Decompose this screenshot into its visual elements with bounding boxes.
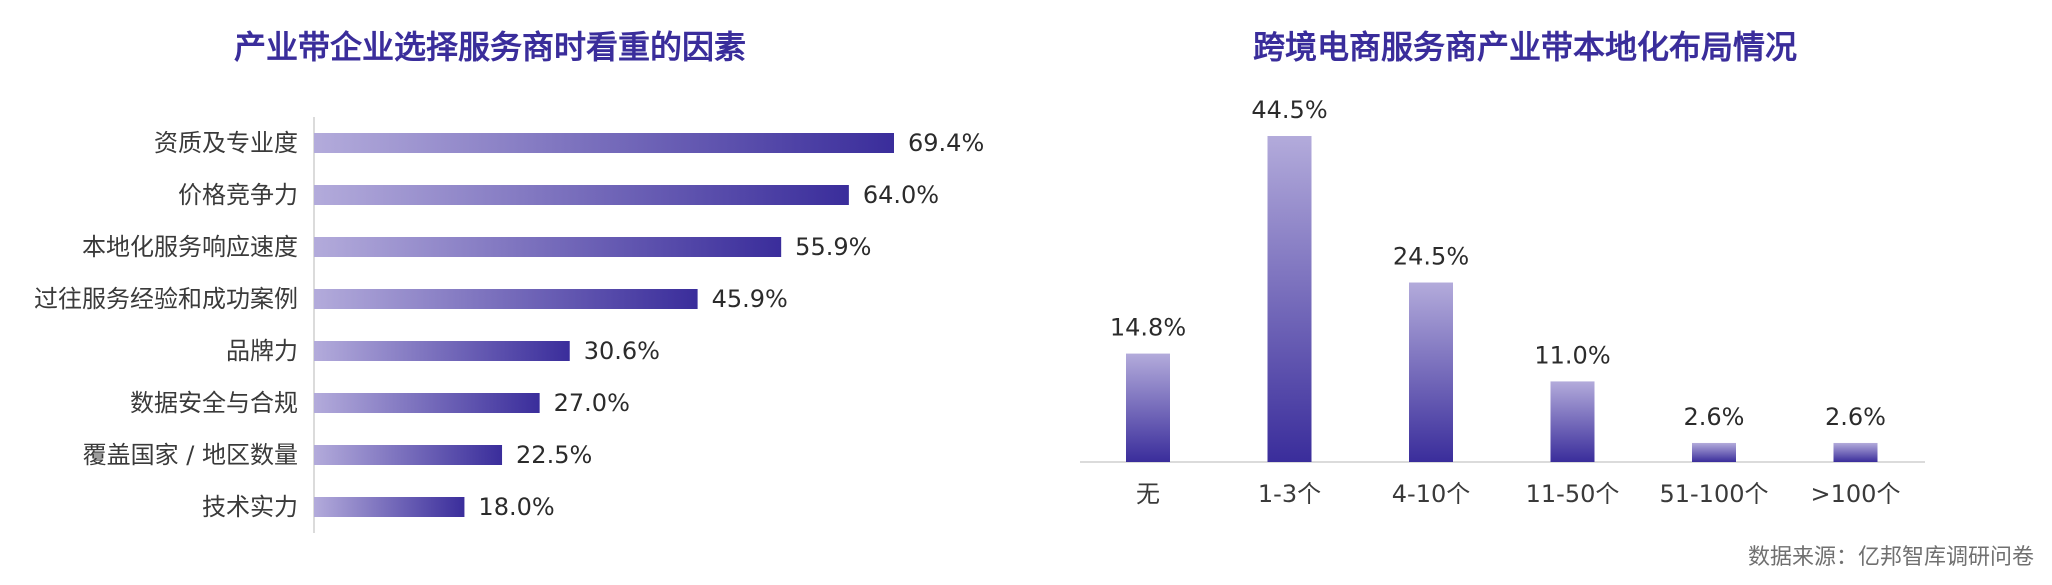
factor-bar xyxy=(314,237,782,257)
factor-label: 资质及专业度 xyxy=(154,129,298,157)
factor-value-label: 64.0% xyxy=(863,181,939,209)
localization-bar xyxy=(1550,381,1595,462)
factor-bar xyxy=(314,445,503,465)
factor-label: 本地化服务响应速度 xyxy=(82,233,298,261)
localization-category-label: 无 xyxy=(1136,480,1160,508)
left-chart-title: 产业带企业选择服务商时看重的因素 xyxy=(233,28,746,66)
factor-value-label: 18.0% xyxy=(478,493,554,521)
localization-category-label: 11-50个 xyxy=(1526,480,1620,508)
source-note: 数据来源：亿邦智库调研问卷 xyxy=(1747,545,2034,570)
factor-value-label: 27.0% xyxy=(554,389,630,417)
localization-bar xyxy=(1409,282,1453,462)
factor-value-label: 30.6% xyxy=(584,337,660,365)
localization-value-label: 24.5% xyxy=(1393,243,1469,271)
localization-bar-chart: 14.8% 无 44.5% 1-3个 24.5% 4-10个 11.0% 11-50个 2.6%… xyxy=(1080,96,1925,508)
factor-bar xyxy=(314,341,570,361)
localization-category-label: 1-3个 xyxy=(1258,480,1321,508)
factor-bar xyxy=(314,133,894,153)
factors-bar-chart: 资质及专业度 69.4% 价格竞争力 64.0% 本地化服务响应速度 55.9% 过往服务经… xyxy=(34,117,984,533)
right-chart-title: 跨境电商服务商产业带本地化布局情况 xyxy=(1252,28,1797,66)
localization-bar xyxy=(1692,442,1736,462)
factor-value-label: 69.4% xyxy=(908,129,984,157)
localization-category-label: >100个 xyxy=(1811,480,1901,508)
factor-bar xyxy=(314,393,540,413)
localization-value-label: 2.6% xyxy=(1825,403,1886,431)
localization-category-label: 51-100个 xyxy=(1659,480,1768,508)
localization-bar xyxy=(1267,136,1312,462)
factor-label: 覆盖国家 / 地区数量 xyxy=(83,441,298,469)
factor-label: 过往服务经验和成功案例 xyxy=(34,285,298,313)
factor-value-label: 45.9% xyxy=(712,285,788,313)
factor-value-label: 55.9% xyxy=(795,233,871,261)
localization-value-label: 14.8% xyxy=(1110,314,1186,342)
factor-label: 技术实力 xyxy=(202,493,298,521)
factor-bar xyxy=(314,497,465,517)
localization-category-label: 4-10个 xyxy=(1392,480,1470,508)
factor-label: 数据安全与合规 xyxy=(130,389,298,417)
factor-label: 品牌力 xyxy=(226,337,298,365)
factor-value-label: 22.5% xyxy=(516,441,592,469)
localization-bar xyxy=(1126,353,1170,462)
localization-value-label: 44.5% xyxy=(1251,96,1327,124)
localization-value-label: 11.0% xyxy=(1534,341,1610,369)
factor-bar xyxy=(314,289,698,309)
factor-label: 价格竞争力 xyxy=(178,181,298,209)
localization-value-label: 2.6% xyxy=(1684,403,1745,431)
localization-bar xyxy=(1833,442,1878,462)
factor-bar xyxy=(314,185,849,205)
